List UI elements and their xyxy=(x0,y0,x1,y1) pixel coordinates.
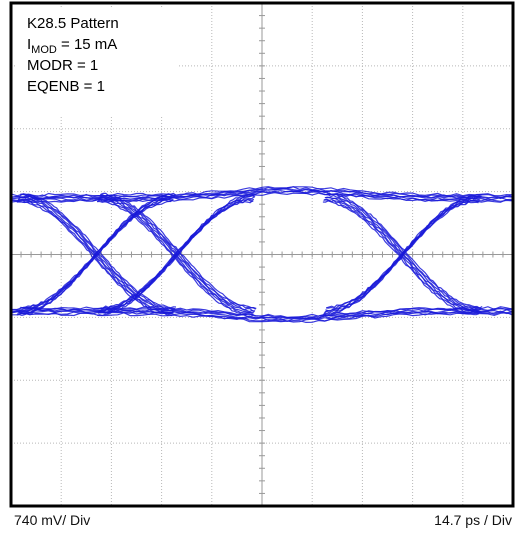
falling-edge-trace xyxy=(100,192,257,309)
horizontal-scale-label: 14.7 ps / Div xyxy=(434,512,512,528)
imod-label: IMOD = 15 mA xyxy=(27,34,177,56)
rising-edge-trace xyxy=(326,193,483,309)
falling-edge-trace xyxy=(98,196,255,313)
low-level-trace xyxy=(10,306,514,318)
pattern-label: K28.5 Pattern xyxy=(27,15,119,32)
low-level-trace xyxy=(10,308,514,319)
rising-edge-trace xyxy=(100,193,257,309)
high-level-trace xyxy=(10,187,514,199)
plot-frame xyxy=(9,1,515,508)
falling-edge-trace xyxy=(18,196,175,313)
high-level-trace xyxy=(10,188,514,200)
imod-value: = 15 mA xyxy=(56,36,118,53)
rising-edge-trace xyxy=(322,201,479,316)
falling-edge-trace xyxy=(17,198,174,314)
low-level-trace xyxy=(10,311,514,323)
high-level-trace xyxy=(10,186,514,198)
high-level-trace xyxy=(10,186,514,197)
rising-edge-trace xyxy=(20,192,177,309)
imod-subscript: MOD xyxy=(31,44,57,56)
eqenb-label: EQENB = 1 xyxy=(27,78,105,95)
eye-traces xyxy=(10,186,514,324)
low-level-trace xyxy=(11,312,514,324)
annotation-box: K28.5 Pattern IMOD = 15 mA MODR = 1 EQEN… xyxy=(17,9,177,116)
imod-base: I xyxy=(27,36,32,53)
falling-edge-trace xyxy=(20,193,177,309)
falling-edge-trace xyxy=(323,198,480,313)
vertical-scale-label: 740 mV/ Div xyxy=(14,512,91,528)
modr-label: MODR = 1 xyxy=(27,57,99,74)
falling-edge-trace xyxy=(326,192,483,309)
